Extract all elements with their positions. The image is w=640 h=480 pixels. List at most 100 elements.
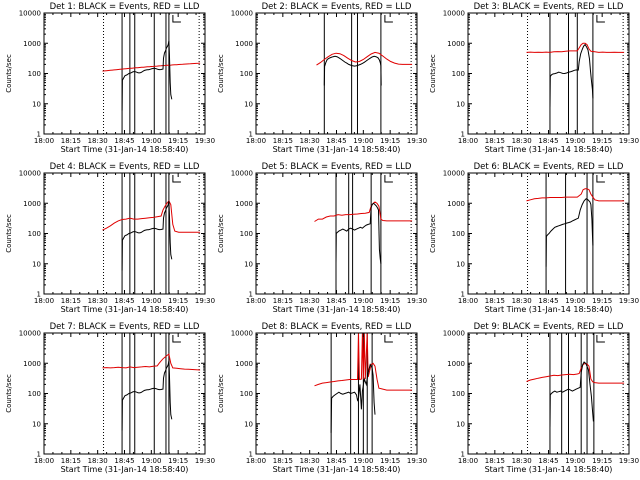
x-tick-label: 18:45 bbox=[114, 137, 134, 145]
y-axis-label: Counts/sec bbox=[5, 374, 13, 413]
lld-series-line bbox=[526, 362, 625, 384]
events-series-line bbox=[121, 40, 173, 111]
y-tick-label: 100 bbox=[240, 70, 253, 78]
events-series-line bbox=[335, 202, 382, 264]
y-tick-label: 10 bbox=[32, 420, 41, 428]
plot-frame bbox=[467, 332, 630, 455]
panel-8: Det 8: BLACK = Events, RED = LLD 18:00 18:… bbox=[217, 322, 427, 474]
x-axis-label: Start Time (31-Jan-14 18:58:40) bbox=[273, 465, 401, 474]
lld-series-line bbox=[102, 353, 201, 371]
panel-title: Det 4: BLACK = Events, RED = LLD bbox=[50, 162, 200, 172]
x-tick-label: 18:30 bbox=[300, 457, 320, 465]
x-axis-label: Start Time (31-Jan-14 18:58:40) bbox=[273, 305, 401, 314]
x-axis-label: Start Time (31-Jan-14 18:58:40) bbox=[61, 145, 189, 154]
x-tick-label: 18:45 bbox=[326, 297, 346, 305]
plot-frame bbox=[43, 172, 206, 295]
y-tick-label: 1000 bbox=[447, 200, 465, 208]
y-tick-label: 10000 bbox=[443, 10, 465, 18]
x-axis-label: Start Time (31-Jan-14 18:58:40) bbox=[61, 465, 189, 474]
y-tick-label: 1000 bbox=[23, 360, 41, 368]
y-tick-label: 10000 bbox=[19, 330, 41, 338]
y-tick-label: 1 bbox=[461, 131, 465, 139]
x-tick-label: 19:15 bbox=[380, 137, 400, 145]
y-tick-label: 1 bbox=[461, 291, 465, 299]
x-tick-label: 18:00 bbox=[246, 297, 266, 305]
y-tick-label: 1000 bbox=[235, 200, 253, 208]
x-tick-label: 19:30 bbox=[407, 297, 427, 305]
x-tick-label: 19:15 bbox=[592, 297, 612, 305]
panel-title: Det 1: BLACK = Events, RED = LLD bbox=[50, 2, 200, 12]
x-tick-label: 19:00 bbox=[565, 297, 585, 305]
y-tick-label: 10000 bbox=[443, 170, 465, 178]
x-tick-label: 19:00 bbox=[353, 297, 373, 305]
y-tick-label: 100 bbox=[452, 230, 465, 238]
y-axis-label: Counts/sec bbox=[429, 214, 437, 253]
panel-6: Det 6: BLACK = Events, RED = LLD 18:00 18:… bbox=[429, 162, 639, 314]
panel-title: Det 3: BLACK = Events, RED = LLD bbox=[474, 2, 624, 12]
y-tick-label: 10 bbox=[244, 100, 253, 108]
x-tick-label: 19:15 bbox=[168, 457, 188, 465]
y-tick-label: 10000 bbox=[231, 10, 253, 18]
x-axis-label: Start Time (31-Jan-14 18:58:40) bbox=[485, 305, 613, 314]
x-tick-label: 19:30 bbox=[619, 137, 639, 145]
x-tick-label: 19:30 bbox=[195, 297, 215, 305]
x-axis-label: Start Time (31-Jan-14 18:58:40) bbox=[273, 145, 401, 154]
lld-series-line bbox=[314, 333, 413, 391]
lld-series-line bbox=[526, 188, 625, 202]
x-tick-label: 18:30 bbox=[300, 297, 320, 305]
x-tick-label: 19:30 bbox=[619, 457, 639, 465]
plot-frame bbox=[467, 12, 630, 135]
events-series-line bbox=[121, 200, 173, 271]
y-tick-label: 1 bbox=[249, 451, 253, 459]
bracket-mark bbox=[384, 335, 393, 343]
x-tick-label: 19:30 bbox=[195, 457, 215, 465]
y-tick-label: 1000 bbox=[23, 40, 41, 48]
y-tick-label: 10000 bbox=[443, 330, 465, 338]
x-tick-label: 18:30 bbox=[512, 457, 532, 465]
x-tick-label: 18:15 bbox=[273, 457, 293, 465]
lld-series-line bbox=[316, 51, 413, 66]
y-tick-label: 1000 bbox=[235, 360, 253, 368]
panel-3: Det 3: BLACK = Events, RED = LLD 18:00 18:… bbox=[429, 2, 639, 154]
y-tick-label: 10000 bbox=[231, 330, 253, 338]
y-tick-label: 10 bbox=[244, 260, 253, 268]
y-tick-label: 1000 bbox=[235, 40, 253, 48]
x-tick-label: 19:00 bbox=[565, 137, 585, 145]
x-tick-label: 18:45 bbox=[326, 137, 346, 145]
lld-series-line bbox=[102, 62, 201, 72]
y-tick-label: 1 bbox=[461, 451, 465, 459]
plot-frame bbox=[43, 12, 206, 135]
x-tick-label: 18:45 bbox=[538, 457, 558, 465]
y-tick-label: 100 bbox=[452, 390, 465, 398]
panel-4: Det 4: BLACK = Events, RED = LLD 18:00 18:… bbox=[5, 162, 215, 314]
x-tick-label: 18:00 bbox=[458, 137, 478, 145]
x-tick-label: 19:15 bbox=[592, 137, 612, 145]
lld-series-line bbox=[526, 42, 625, 53]
x-tick-label: 18:00 bbox=[34, 297, 54, 305]
y-tick-label: 1 bbox=[37, 451, 41, 459]
x-tick-label: 18:30 bbox=[88, 297, 108, 305]
panel-title: Det 6: BLACK = Events, RED = LLD bbox=[474, 162, 624, 172]
x-tick-label: 18:15 bbox=[485, 297, 505, 305]
x-tick-label: 18:15 bbox=[273, 297, 293, 305]
panel-title: Det 7: BLACK = Events, RED = LLD bbox=[50, 322, 200, 332]
y-tick-label: 100 bbox=[240, 390, 253, 398]
x-tick-label: 19:00 bbox=[353, 457, 373, 465]
x-tick-label: 18:00 bbox=[34, 457, 54, 465]
bracket-mark bbox=[384, 15, 393, 23]
y-axis-label: Counts/sec bbox=[5, 54, 13, 93]
y-tick-label: 10 bbox=[32, 260, 41, 268]
x-tick-label: 19:15 bbox=[168, 137, 188, 145]
x-tick-label: 18:00 bbox=[246, 137, 266, 145]
y-tick-label: 1 bbox=[37, 131, 41, 139]
y-tick-label: 100 bbox=[28, 230, 41, 238]
y-axis-label: Counts/sec bbox=[217, 214, 225, 253]
y-tick-label: 100 bbox=[240, 230, 253, 238]
panel-7: Det 7: BLACK = Events, RED = LLD 18:00 18:… bbox=[5, 322, 215, 474]
x-tick-label: 18:30 bbox=[512, 137, 532, 145]
x-tick-label: 18:30 bbox=[300, 137, 320, 145]
y-tick-label: 1000 bbox=[447, 40, 465, 48]
y-tick-label: 10 bbox=[456, 420, 465, 428]
bracket-mark bbox=[596, 175, 605, 183]
